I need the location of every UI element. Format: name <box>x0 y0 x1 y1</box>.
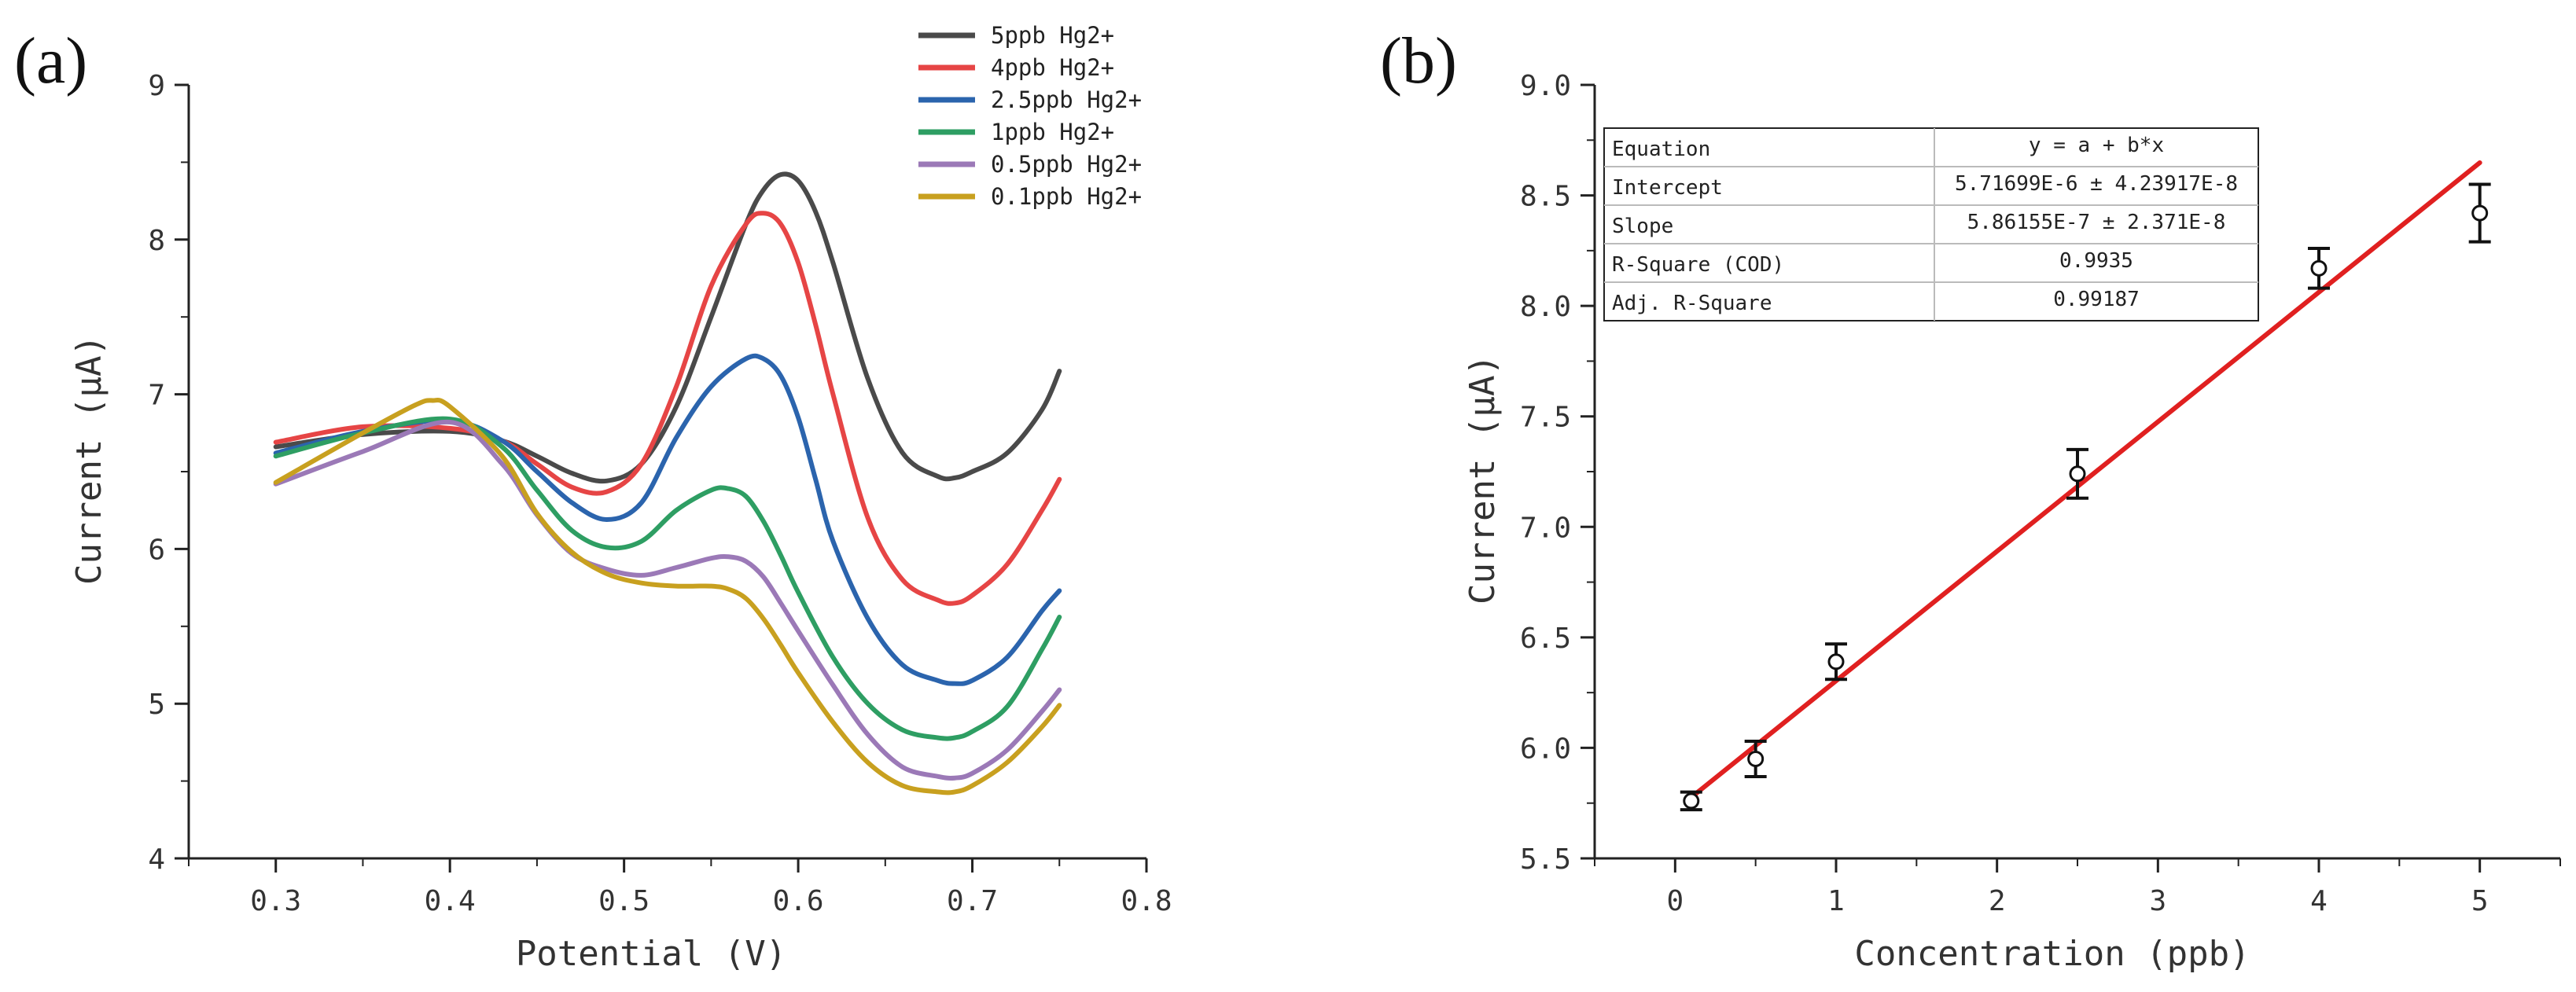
panel-b: (b) Equation y = a + b*x Intercept 5.71699E… <box>1380 24 2561 974</box>
panel-a-ylabel: Current (μA) <box>69 335 109 585</box>
fit-table: Equation y = a + b*x Intercept 5.71699E-6 ±… <box>1603 127 2259 321</box>
fit-line <box>1688 160 2482 800</box>
legend-label-4: 0.5ppb Hg2+ <box>991 151 1142 178</box>
data-point-0 <box>1683 792 1700 810</box>
x-tick-label: 1 <box>1827 885 1845 917</box>
y-tick-label: 4 <box>148 843 165 876</box>
fit-table-label-4: Adj. R-Square <box>1612 292 1772 315</box>
panel-b-points <box>1680 182 2491 812</box>
legend-label-0: 5ppb Hg2+ <box>991 22 1114 49</box>
fit-table-label-0: Equation <box>1612 138 1710 161</box>
series-line-2 <box>273 353 1062 686</box>
fit-table-value-0: y = a + b*x <box>2029 134 2164 157</box>
data-point-2 <box>1827 653 1845 671</box>
fit-table-value-3: 0.9935 <box>2059 249 2133 273</box>
data-point-1 <box>1747 750 1765 767</box>
y-tick-label: 8.0 <box>1520 291 1571 323</box>
panel-a-label: (a) <box>14 24 87 97</box>
fit-table-frame <box>1603 127 2259 321</box>
y-tick-label: 7 <box>148 380 165 412</box>
fit-line-segment <box>1688 160 2482 800</box>
y-tick-label: 8.5 <box>1520 181 1571 213</box>
panel-b-axes: 0 1 2 3 4 5 5.5 6.0 6.5 7.0 7.5 8.0 8.5 9.0 <box>1520 70 2561 917</box>
fit-table-value-1: 5.71699E-6 ± 4.23917E-8 <box>1955 172 2238 196</box>
y-tick-label: 8 <box>148 225 165 257</box>
y-tick-label: 7.5 <box>1520 402 1571 434</box>
legend-label-3: 1ppb Hg2+ <box>991 119 1114 145</box>
y-tick-label: 9.0 <box>1520 70 1571 102</box>
series-line-5 <box>273 397 1062 795</box>
y-tick-label: 6.0 <box>1520 733 1571 765</box>
data-point-5 <box>2471 204 2489 222</box>
legend-label-1: 4ppb Hg2+ <box>991 54 1114 81</box>
legend-label-2: 2.5ppb Hg2+ <box>991 86 1142 113</box>
x-tick-label: 0.5 <box>598 885 650 917</box>
series-line-1 <box>273 211 1062 606</box>
data-point-3 <box>2069 465 2086 483</box>
fit-table-label-3: R-Square (COD) <box>1612 253 1784 277</box>
series-line-4 <box>273 419 1062 781</box>
x-tick-label: 0 <box>1666 885 1684 917</box>
fit-table-label-1: Intercept <box>1612 176 1723 200</box>
x-tick-label: 0.4 <box>425 885 476 917</box>
panel-a-axes: 0.3 0.4 0.5 0.6 0.7 0.8 4 5 6 7 8 9 <box>148 70 1172 917</box>
y-tick-label: 5 <box>148 689 165 721</box>
fit-table-value-4: 0.99187 <box>2053 288 2140 311</box>
x-tick-label: 4 <box>2310 885 2328 917</box>
x-tick-label: 3 <box>2149 885 2166 917</box>
x-tick-label: 0.3 <box>250 885 301 917</box>
fit-table-value-2: 5.86155E-7 ± 2.371E-8 <box>1967 211 2226 234</box>
fit-table-label-2: Slope <box>1612 215 1673 238</box>
x-tick-label: 2 <box>1989 885 2006 917</box>
panel-a-series <box>273 171 1062 795</box>
y-tick-label: 6.5 <box>1520 623 1571 655</box>
x-tick-label: 5 <box>2471 885 2489 917</box>
y-tick-label: 7.0 <box>1520 512 1571 544</box>
panel-a: (a) 0.3 0.4 0.5 0.6 0.7 0.8 4 5 6 7 8 9 Potential (… <box>14 22 1172 974</box>
x-tick-label: 0.6 <box>773 885 824 917</box>
y-tick-label: 6 <box>148 534 165 566</box>
y-tick-label: 5.5 <box>1520 843 1571 876</box>
legend-label-5: 0.1ppb Hg2+ <box>991 183 1142 210</box>
series-line-3 <box>273 416 1062 741</box>
panel-b-ylabel: Current (μA) <box>1463 355 1503 604</box>
panel-b-label: (b) <box>1380 24 1457 97</box>
data-point-4 <box>2310 259 2328 277</box>
y-tick-label: 9 <box>148 70 165 102</box>
x-tick-label: 0.8 <box>1121 885 1172 917</box>
panel-a-xlabel: Potential (V) <box>516 934 786 974</box>
x-tick-label: 0.7 <box>947 885 998 917</box>
panel-b-xlabel: Concentration (ppb) <box>1854 934 2250 974</box>
panel-a-legend: 5ppb Hg2+ 4ppb Hg2+ 2.5ppb Hg2+ 1ppb Hg2+ 0.… <box>918 22 1142 210</box>
series-line-0 <box>273 171 1062 484</box>
